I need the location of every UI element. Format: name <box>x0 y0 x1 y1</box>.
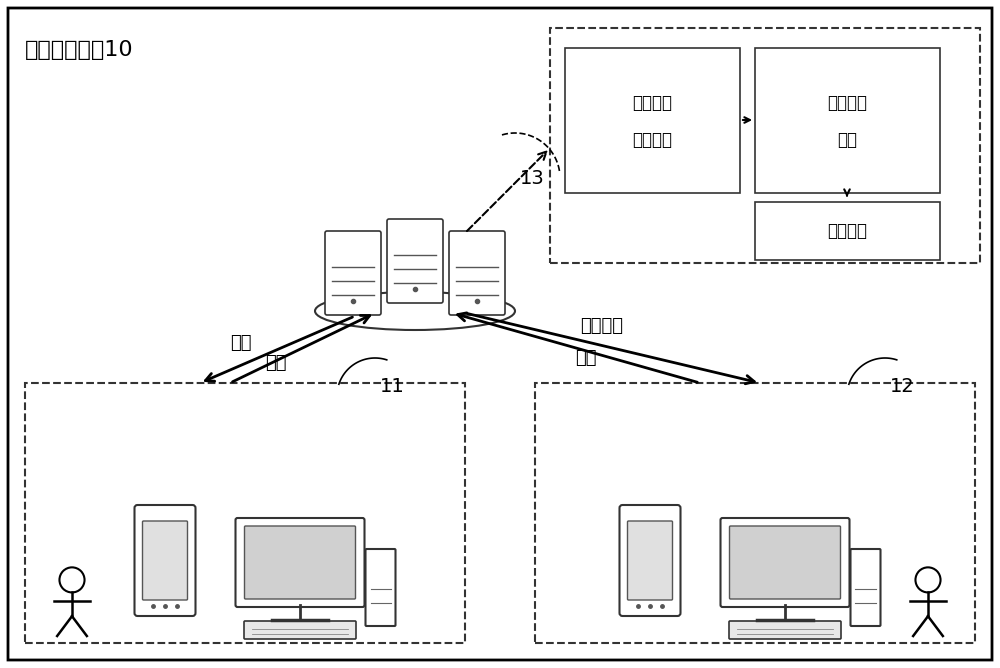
FancyBboxPatch shape <box>550 28 980 263</box>
Text: 咨询对话: 咨询对话 <box>633 131 672 149</box>
FancyBboxPatch shape <box>619 505 680 616</box>
FancyBboxPatch shape <box>720 518 850 607</box>
FancyBboxPatch shape <box>565 48 740 193</box>
FancyBboxPatch shape <box>143 521 188 600</box>
FancyBboxPatch shape <box>325 231 381 315</box>
Circle shape <box>915 567 941 593</box>
Text: 12: 12 <box>890 377 915 396</box>
FancyBboxPatch shape <box>8 8 992 660</box>
FancyBboxPatch shape <box>236 518 364 607</box>
Text: 识别: 识别 <box>837 131 857 149</box>
Text: 对象信息: 对象信息 <box>827 222 867 240</box>
FancyBboxPatch shape <box>245 526 356 599</box>
FancyBboxPatch shape <box>628 521 672 600</box>
Text: 问答处理系统10: 问答处理系统10 <box>25 40 134 60</box>
Text: 提问: 提问 <box>230 334 252 352</box>
Text: 对象信息: 对象信息 <box>580 317 623 335</box>
FancyBboxPatch shape <box>387 219 443 303</box>
FancyBboxPatch shape <box>755 48 940 193</box>
FancyBboxPatch shape <box>730 526 840 599</box>
Circle shape <box>59 567 85 593</box>
Ellipse shape <box>315 292 515 330</box>
Text: 至少一轮: 至少一轮 <box>633 94 672 112</box>
FancyBboxPatch shape <box>449 231 505 315</box>
FancyBboxPatch shape <box>25 383 465 643</box>
Text: 13: 13 <box>520 168 545 188</box>
FancyBboxPatch shape <box>850 549 881 626</box>
Text: 答复: 答复 <box>265 354 287 372</box>
FancyBboxPatch shape <box>244 621 356 639</box>
FancyBboxPatch shape <box>755 202 940 260</box>
Text: 问答信息: 问答信息 <box>827 94 867 112</box>
Text: 11: 11 <box>380 377 405 396</box>
FancyBboxPatch shape <box>134 505 196 616</box>
FancyBboxPatch shape <box>535 383 975 643</box>
Text: 答复: 答复 <box>575 349 596 367</box>
FancyBboxPatch shape <box>729 621 841 639</box>
FancyBboxPatch shape <box>366 549 396 626</box>
